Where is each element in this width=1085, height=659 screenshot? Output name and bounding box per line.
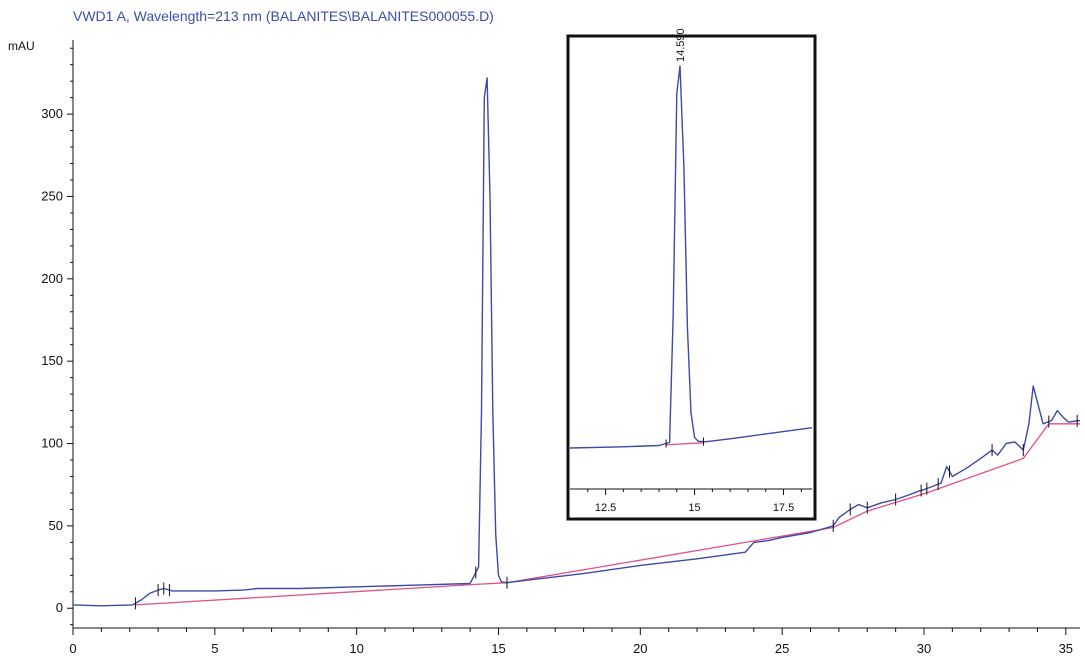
- inset-frame: [566, 34, 817, 521]
- x-tick-label: 15: [491, 641, 505, 656]
- y-tick-label: 50: [49, 518, 63, 533]
- y-tick-label: 150: [41, 353, 63, 368]
- inset-integration-baseline: [666, 442, 704, 446]
- x-tick-label: 0: [69, 641, 76, 656]
- inset-x-tick-label: 17.5: [773, 502, 794, 514]
- y-tick-label: 0: [56, 600, 63, 615]
- y-tick-label: 250: [41, 188, 63, 203]
- y-tick-label: 300: [41, 106, 63, 121]
- peak-retention-time-label: 14.590: [675, 28, 687, 62]
- x-tick-label: 5: [211, 641, 218, 656]
- main-axes: 0 50 100 150 200 250 300 0 5 10 15 20 25 30 35: [41, 40, 1080, 656]
- signal-trace: [72, 77, 1081, 607]
- inset-signal-trace: [569, 65, 813, 449]
- y-tick-label: 200: [41, 271, 63, 286]
- inset-x-tick-label: 12.5: [595, 502, 616, 514]
- x-tick-label: 20: [633, 641, 647, 656]
- inset-x-tick-label: 15: [688, 502, 700, 514]
- y-axis-unit-label: mAU: [8, 39, 35, 53]
- chart-title: VWD1 A, Wavelength=213 nm (BALANITES\BAL…: [73, 8, 494, 24]
- inset-zoom-panel: 12.5 15 17.5 14.590: [566, 28, 817, 521]
- y-tick-label: 100: [41, 436, 63, 451]
- x-tick-label: 10: [349, 641, 363, 656]
- x-tick-label: 25: [775, 641, 789, 656]
- x-tick-label: 35: [1059, 641, 1073, 656]
- x-tick-label: 30: [917, 641, 931, 656]
- main-plot-area: [72, 77, 1081, 610]
